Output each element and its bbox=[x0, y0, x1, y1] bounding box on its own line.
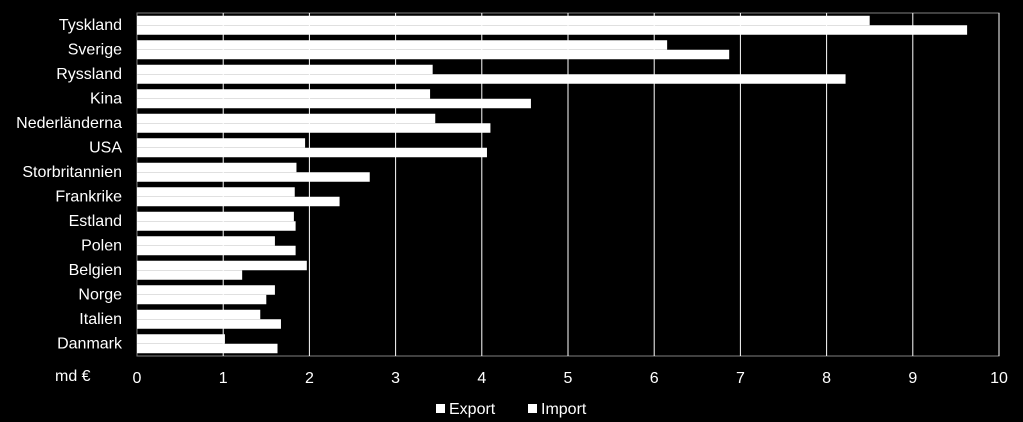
bar-import bbox=[137, 270, 243, 280]
bar-export bbox=[137, 236, 275, 246]
bar-import bbox=[137, 74, 846, 84]
bar-export bbox=[137, 211, 294, 222]
category-label: Estland bbox=[69, 213, 122, 230]
x-tick-label: 5 bbox=[564, 370, 573, 387]
legend-label-export: Export bbox=[449, 401, 496, 418]
bar-import bbox=[137, 319, 281, 329]
bar-import bbox=[137, 25, 968, 35]
category-label: Kina bbox=[90, 90, 122, 107]
category-label: Danmark bbox=[57, 335, 123, 352]
x-tick-label: 4 bbox=[477, 370, 486, 387]
category-label: Ryssland bbox=[56, 66, 122, 83]
legend: Export Import bbox=[436, 401, 587, 418]
bar-export bbox=[137, 15, 870, 26]
bar-export bbox=[137, 285, 275, 295]
x-tick-label: 7 bbox=[736, 370, 745, 387]
legend-swatch-import bbox=[528, 404, 537, 413]
category-label: USA bbox=[89, 139, 122, 156]
bar-export bbox=[137, 138, 306, 148]
x-tick-label: 9 bbox=[908, 370, 917, 387]
bar-import bbox=[137, 123, 491, 133]
bar-import bbox=[137, 49, 730, 60]
bar-export bbox=[137, 309, 261, 320]
x-tick-label: 1 bbox=[219, 370, 228, 387]
bar-export bbox=[137, 187, 295, 197]
x-tick-label: 10 bbox=[990, 370, 1008, 387]
bar-export bbox=[137, 64, 433, 75]
category-label: Polen bbox=[81, 237, 122, 254]
category-label: Italien bbox=[79, 311, 122, 328]
bar-export bbox=[137, 162, 297, 173]
legend-swatch-export bbox=[436, 404, 445, 413]
bar-import bbox=[137, 196, 340, 207]
bar-export bbox=[137, 89, 431, 99]
x-tick-label: 2 bbox=[305, 370, 314, 387]
bar-export bbox=[137, 113, 436, 124]
x-tick-label: 8 bbox=[822, 370, 831, 387]
x-axis-label: md € bbox=[55, 368, 91, 385]
x-tick-label: 3 bbox=[391, 370, 400, 387]
category-label: Tyskland bbox=[59, 17, 122, 34]
category-labels: Tyskland Sverige Ryssland Kina Nederländerna… bbox=[16, 17, 123, 353]
legend-label-import: Import bbox=[541, 401, 587, 418]
category-label: Belgien bbox=[69, 262, 122, 279]
bar-import bbox=[137, 147, 487, 158]
bar-export bbox=[137, 260, 307, 271]
category-label: Frankrike bbox=[55, 188, 122, 205]
bar-export bbox=[137, 40, 668, 50]
bar-export bbox=[137, 334, 225, 344]
bar-import bbox=[137, 221, 296, 231]
bars bbox=[137, 15, 968, 354]
category-label: Nederländerna bbox=[16, 115, 122, 132]
bar-import bbox=[137, 172, 370, 182]
bar-import bbox=[137, 343, 278, 354]
x-tick-labels: 0 1 2 3 4 5 6 7 8 9 10 bbox=[133, 370, 1008, 387]
x-tick-label: 6 bbox=[650, 370, 659, 387]
bar-import bbox=[137, 294, 267, 305]
category-label: Sverige bbox=[68, 41, 122, 58]
bar-import bbox=[137, 245, 296, 256]
category-label: Storbritannien bbox=[22, 164, 122, 181]
category-label: Norge bbox=[78, 286, 122, 303]
bar-import bbox=[137, 98, 531, 109]
gridlines bbox=[222, 13, 1000, 356]
x-tick-label: 0 bbox=[133, 370, 142, 387]
